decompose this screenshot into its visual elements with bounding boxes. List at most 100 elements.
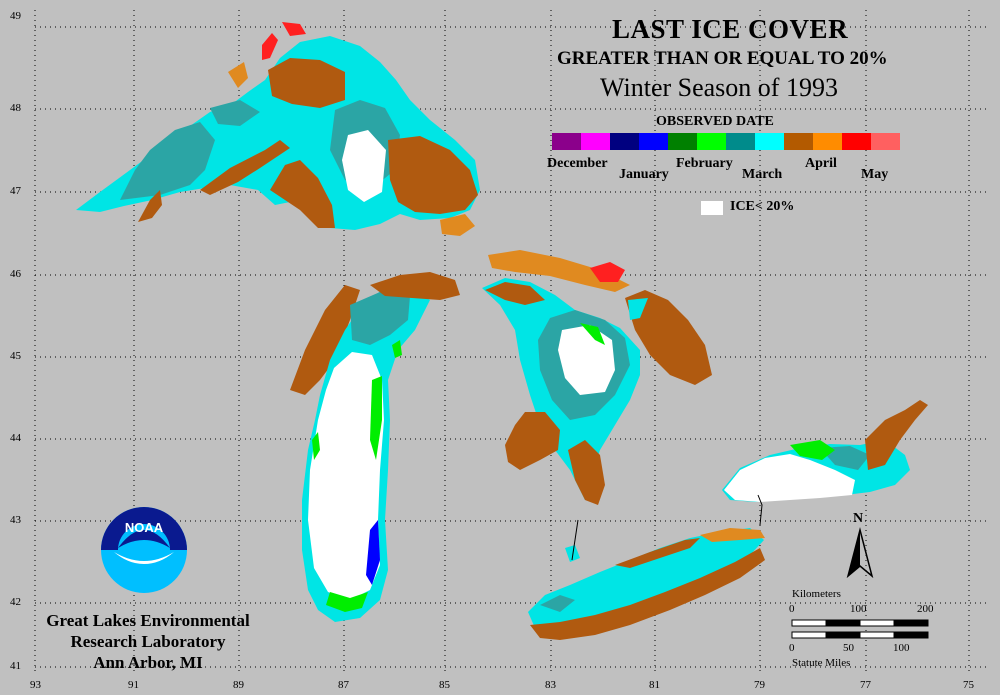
legend-swatch-may-1 (842, 133, 871, 150)
erie-april-north (615, 538, 700, 568)
michigan-green-south (326, 592, 368, 612)
michigan-april-green-bay (290, 285, 360, 395)
scale-km-title: Kilometers (792, 588, 841, 600)
legend-color-bar (552, 133, 900, 150)
ontario-white (724, 454, 855, 502)
lon-label-77: 77 (860, 679, 871, 691)
huron-may (590, 262, 625, 282)
lon-label-87: 87 (338, 679, 349, 691)
lat-label-49: 49 (10, 10, 21, 22)
legend-swatch-february-1 (668, 133, 697, 150)
superior-april-nw (228, 62, 248, 88)
superior-april-south-2 (200, 140, 290, 195)
legend-swatch-april-2 (813, 133, 842, 150)
superior-april-east (388, 136, 478, 214)
michigan-green-east (370, 376, 382, 460)
lat-label-45: 45 (10, 350, 21, 362)
scale-mi-0: 0 (789, 642, 795, 654)
legend-swatch-ice-below-20 (701, 201, 723, 215)
legend-label-may: May (861, 167, 889, 182)
scale-mi-100: 100 (893, 642, 910, 654)
lat-label-47: 47 (10, 185, 21, 197)
legend-label-april: April (805, 156, 837, 171)
lon-label-93: 93 (30, 679, 41, 691)
organization-line-2: Research Laboratory (70, 632, 226, 651)
huron-april-georgian (625, 290, 712, 385)
superior-april-north (268, 58, 345, 108)
legend-label-february: February (676, 156, 733, 171)
north-arrow-icon (846, 527, 874, 579)
superior-march-dark (120, 122, 215, 200)
scale-km-100: 100 (850, 603, 867, 615)
legend-swatch-march-2 (755, 133, 784, 150)
legend-swatch-february-2 (697, 133, 726, 150)
graticule (34, 10, 990, 675)
ontario-green (790, 440, 835, 460)
ontario-march-dark (820, 446, 870, 470)
lat-label-48: 48 (10, 102, 21, 114)
legend-label-january: January (619, 167, 669, 182)
noaa-logo-text: NOAA (124, 520, 164, 535)
lat-label-46: 46 (10, 268, 21, 280)
map-title: LAST ICE COVER (612, 14, 849, 44)
lake-erie (528, 528, 765, 640)
organization-line-1: Great Lakes Environmental (46, 611, 250, 630)
scale-mi-title: Statute Miles (792, 657, 851, 669)
legend-swatch-april-1 (784, 133, 813, 150)
huron-north-channel (488, 250, 630, 292)
lake-michigan (290, 272, 460, 622)
lon-label-91: 91 (128, 679, 139, 691)
lon-label-89: 89 (233, 679, 244, 691)
north-label: N (853, 511, 864, 526)
michigan-white (308, 352, 384, 600)
superior-march-dark-3 (210, 100, 260, 126)
noaa-logo-icon (101, 507, 187, 593)
ontario-april-east (865, 400, 928, 470)
scale-mi-50: 50 (843, 642, 854, 654)
legend-swatch-march-1 (726, 133, 755, 150)
lon-label-75: 75 (963, 679, 974, 691)
michigan-blue (366, 520, 380, 585)
legend-label-december: December (547, 156, 608, 171)
huron-green (580, 323, 605, 345)
connecting-rivers (571, 494, 763, 561)
scale-km-200: 200 (917, 603, 934, 615)
erie-march-dark (540, 595, 575, 612)
organization-line-3: Ann Arbor, MI (93, 653, 203, 672)
erie-april-east (700, 528, 765, 542)
lon-label-81: 81 (649, 679, 660, 691)
superior-may (262, 33, 278, 60)
huron-april-south (568, 440, 605, 505)
michigan-green-north (392, 340, 402, 358)
lake-huron (482, 250, 712, 505)
michigan-green-west (312, 432, 320, 460)
superior-april-west (138, 190, 162, 222)
lat-label-41: 41 (10, 660, 21, 672)
legend-title: OBSERVED DATE (656, 114, 774, 129)
legend-swatch-january-1 (610, 133, 639, 150)
legend-swatch-december-1 (552, 133, 581, 150)
lon-label-79: 79 (754, 679, 765, 691)
legend-swatch-december-2 (581, 133, 610, 150)
superior-may-2 (282, 22, 306, 36)
legend-label-march: March (742, 167, 783, 182)
map-subtitle: GREATER THAN OR EQUAL TO 20% (557, 48, 888, 69)
michigan-march-dark-north (350, 292, 410, 345)
legend-label-ice-below-20: ICE< 20% (730, 199, 795, 214)
michigan-april-north (370, 272, 460, 300)
erie-march (528, 528, 764, 628)
scale-bar (791, 619, 929, 639)
lake-superior (76, 22, 480, 236)
huron-march-georgian (628, 298, 648, 320)
lat-label-43: 43 (10, 514, 21, 526)
erie-april-south (530, 548, 765, 640)
scale-km-0: 0 (789, 603, 795, 615)
legend-swatch-january-2 (639, 133, 668, 150)
lat-label-44: 44 (10, 432, 21, 444)
huron-april-saginaw (505, 412, 560, 470)
superior-april-light-se (440, 214, 475, 236)
huron-april-north (485, 282, 545, 305)
superior-white (342, 130, 386, 202)
